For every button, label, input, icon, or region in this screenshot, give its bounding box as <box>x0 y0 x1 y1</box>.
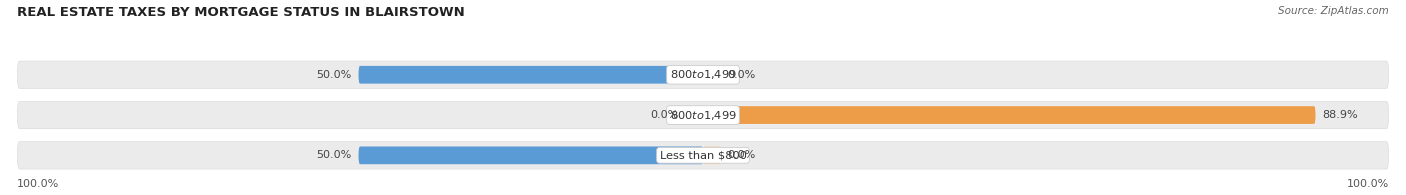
Text: $800 to $1,499: $800 to $1,499 <box>669 68 737 81</box>
Text: REAL ESTATE TAXES BY MORTGAGE STATUS IN BLAIRSTOWN: REAL ESTATE TAXES BY MORTGAGE STATUS IN … <box>17 6 464 19</box>
FancyBboxPatch shape <box>703 106 1316 124</box>
Text: 50.0%: 50.0% <box>316 70 352 80</box>
FancyBboxPatch shape <box>703 146 720 164</box>
Text: 0.0%: 0.0% <box>727 150 755 160</box>
Text: 100.0%: 100.0% <box>17 179 59 189</box>
Text: 0.0%: 0.0% <box>727 70 755 80</box>
Text: $800 to $1,499: $800 to $1,499 <box>669 109 737 121</box>
Text: Source: ZipAtlas.com: Source: ZipAtlas.com <box>1278 6 1389 16</box>
Text: 0.0%: 0.0% <box>651 110 679 120</box>
Text: Less than $800: Less than $800 <box>659 150 747 160</box>
Text: 88.9%: 88.9% <box>1323 110 1358 120</box>
FancyBboxPatch shape <box>17 101 1389 129</box>
FancyBboxPatch shape <box>17 142 1389 169</box>
FancyBboxPatch shape <box>359 66 703 84</box>
FancyBboxPatch shape <box>17 61 1389 89</box>
FancyBboxPatch shape <box>359 146 703 164</box>
FancyBboxPatch shape <box>686 106 703 124</box>
Text: 50.0%: 50.0% <box>316 150 352 160</box>
Text: 100.0%: 100.0% <box>1347 179 1389 189</box>
FancyBboxPatch shape <box>703 66 720 84</box>
